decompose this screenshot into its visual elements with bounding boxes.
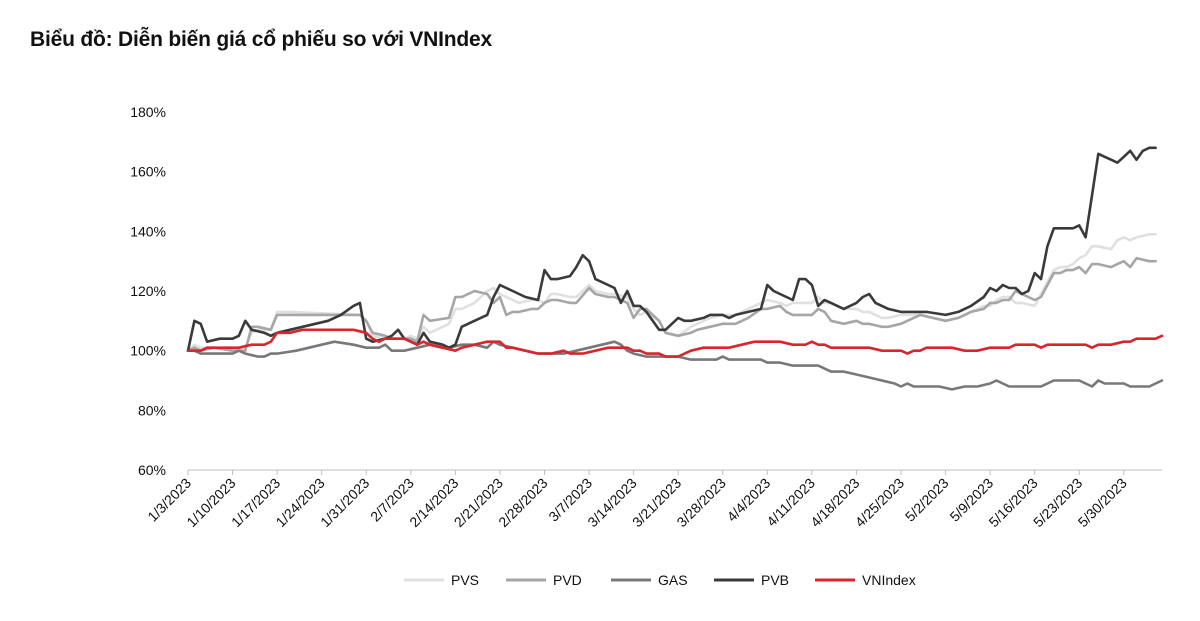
y-tick-label: 180% <box>130 104 166 120</box>
x-tick-label: 4/25/2023 <box>852 475 908 531</box>
chart-series-group <box>186 146 1164 391</box>
series-line-vnindex <box>186 328 1164 358</box>
legend-label-pvd: PVD <box>553 572 582 588</box>
x-tick-label: 5/2/2023 <box>902 475 952 525</box>
y-tick-label: 80% <box>138 402 166 418</box>
series-line-pvd <box>186 256 1157 352</box>
y-tick-label: 140% <box>130 223 166 239</box>
legend-label-pvs: PVS <box>451 572 479 588</box>
x-tick-label: 1/31/2023 <box>317 475 373 531</box>
y-tick-label: 100% <box>130 343 166 359</box>
y-tick-label: 120% <box>130 283 166 299</box>
legend-label-pvb: PVB <box>761 572 789 588</box>
series-line-pvs <box>186 233 1157 352</box>
legend-label-gas: GAS <box>658 572 688 588</box>
legend-label-vnindex: VNIndex <box>862 572 916 588</box>
x-tick-label: 2/28/2023 <box>495 475 551 531</box>
series-line-gas <box>186 340 1164 391</box>
chart-title: Biểu đồ: Diễn biến giá cổ phiếu so với V… <box>30 28 492 51</box>
y-tick-label: 60% <box>138 462 166 478</box>
chart-legend: PVS PVD GAS PVB VNIndex <box>404 572 916 588</box>
y-tick-label: 160% <box>130 164 166 180</box>
x-tick-label: 5/30/2023 <box>1075 475 1131 531</box>
chart-axes: 60%80%100%120%140%160%180%1/3/20231/10/2… <box>130 104 1162 530</box>
x-tick-label: 3/28/2023 <box>674 475 730 531</box>
series-line-pvb <box>186 146 1157 352</box>
